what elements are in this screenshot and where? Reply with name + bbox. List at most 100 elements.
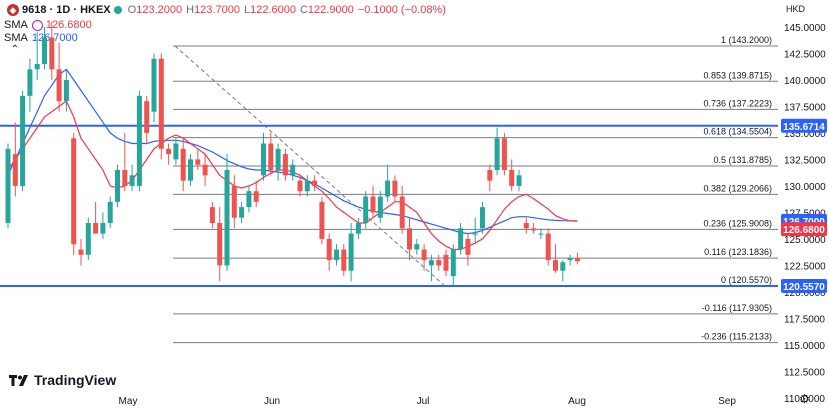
sma-fast-badge-bg bbox=[781, 222, 827, 237]
fib-level-label: -0.236 (115.2133) bbox=[701, 332, 772, 342]
candle-body bbox=[436, 260, 442, 266]
candle-body bbox=[27, 69, 33, 96]
candle-body bbox=[516, 175, 522, 186]
candle-body bbox=[385, 180, 391, 197]
sma-settings-icon[interactable] bbox=[31, 19, 43, 31]
candle-body bbox=[312, 180, 318, 186]
sma-legend-fast[interactable]: SMA 126.6800 bbox=[4, 19, 92, 31]
candle-body bbox=[465, 238, 471, 255]
candle-body bbox=[370, 196, 376, 213]
candle-body bbox=[553, 260, 558, 271]
candle-body bbox=[5, 148, 11, 224]
fib-level-label: 0.236 (125.9008) bbox=[703, 218, 772, 228]
symbol-logo-icon: ◆ bbox=[7, 4, 19, 16]
y-tick-label: 145.0000 bbox=[784, 23, 826, 34]
candle-body bbox=[85, 223, 91, 255]
y-tick-label: 115.0000 bbox=[784, 341, 825, 352]
candle-body bbox=[224, 170, 230, 266]
candle-body bbox=[100, 223, 106, 234]
candle-body bbox=[261, 143, 266, 176]
symbol-title[interactable]: 9618 · 1D · HKEX bbox=[22, 4, 111, 16]
candle-body bbox=[407, 228, 412, 250]
candle-body bbox=[78, 249, 84, 255]
y-tick-label: 120.0000 bbox=[784, 288, 826, 299]
candle-body bbox=[136, 95, 142, 186]
candle-body bbox=[42, 37, 47, 65]
currency-label[interactable]: HKD bbox=[786, 4, 806, 14]
candle-body bbox=[450, 249, 456, 277]
candle-body bbox=[458, 228, 464, 250]
fib-level-label: 1 (143.2000) bbox=[721, 35, 772, 45]
gear-icon[interactable]: ⚙ bbox=[799, 392, 810, 406]
candle-body bbox=[377, 196, 383, 218]
candle-body bbox=[392, 180, 398, 197]
y-tick-label: 132.5000 bbox=[784, 155, 826, 166]
hline-price-badge: 135.6714 bbox=[783, 122, 825, 133]
close-value: 122.9000 bbox=[307, 4, 354, 16]
fib-level-label: 0.116 (123.1836) bbox=[704, 247, 772, 257]
y-tick-label: 130.0000 bbox=[784, 182, 826, 193]
candle-body bbox=[421, 249, 427, 261]
candle-body bbox=[472, 233, 478, 235]
candle-body bbox=[509, 170, 515, 186]
candle-body bbox=[166, 148, 172, 155]
candle-body bbox=[202, 164, 208, 176]
candle-body bbox=[282, 154, 288, 176]
market-status-icon bbox=[113, 6, 122, 14]
high-label: H bbox=[186, 4, 195, 16]
fib-level-label: 0.736 (137.2223) bbox=[703, 98, 772, 108]
candle-body bbox=[253, 191, 259, 202]
candle-body bbox=[144, 101, 150, 133]
candle-body bbox=[180, 148, 186, 181]
x-tick-label: Sep bbox=[718, 396, 736, 407]
tradingview-logo-icon bbox=[9, 375, 28, 386]
candle-body bbox=[188, 159, 193, 181]
candle-body bbox=[93, 223, 99, 234]
candle-body bbox=[12, 154, 18, 186]
candle-body bbox=[326, 238, 332, 261]
tradingview-logo-text: TradingView bbox=[34, 372, 117, 388]
y-tick-label: 110.0000 bbox=[784, 394, 825, 405]
y-tick-label: 122.5000 bbox=[784, 261, 826, 272]
candle-body bbox=[217, 223, 223, 266]
candle-body bbox=[501, 138, 507, 171]
candle-body bbox=[545, 233, 551, 261]
y-tick-label: 140.0000 bbox=[784, 76, 826, 87]
candle-body bbox=[494, 138, 500, 171]
candle-body bbox=[319, 201, 325, 239]
fib-trend-line bbox=[174, 45, 446, 287]
candle-body bbox=[348, 233, 354, 271]
hline-price-badge: 120.5570 bbox=[783, 282, 825, 293]
candle-body bbox=[428, 260, 434, 266]
candle-body bbox=[231, 185, 237, 218]
candle-body bbox=[71, 138, 77, 245]
candle-body bbox=[63, 79, 69, 102]
candle-body bbox=[574, 258, 580, 262]
y-tick-label: 135.0000 bbox=[784, 129, 826, 140]
y-tick-label: 125.0000 bbox=[784, 235, 826, 246]
candle-body bbox=[399, 196, 405, 229]
y-tick-label: 112.5000 bbox=[784, 367, 825, 378]
sma-fast-label: SMA bbox=[4, 19, 28, 31]
sma-slow-line bbox=[7, 68, 578, 235]
sma-slow-label: SMA bbox=[4, 32, 28, 44]
hline-price-badge-bg bbox=[781, 118, 827, 133]
close-label: C bbox=[299, 4, 308, 16]
candle-body bbox=[363, 196, 369, 224]
candle-body bbox=[341, 249, 347, 271]
chart-legend-main: ◆ 9618 · 1D · HKEX O 123.2000 H 123.7000 L… bbox=[4, 4, 446, 16]
candle-body bbox=[122, 170, 128, 186]
candle-body bbox=[567, 258, 573, 261]
candle-body bbox=[20, 95, 26, 186]
candle-body bbox=[56, 69, 62, 102]
hline-price-badge-bg bbox=[781, 279, 827, 294]
tradingview-logo[interactable]: TradingView bbox=[8, 372, 116, 388]
candle-body bbox=[129, 175, 135, 186]
candle-body bbox=[414, 244, 420, 250]
x-tick-label: Aug bbox=[568, 396, 586, 407]
collapse-legend-icon[interactable]: ⌃ bbox=[10, 44, 20, 55]
candle-body bbox=[151, 58, 157, 112]
candle-body bbox=[297, 180, 303, 192]
candle-body bbox=[115, 170, 120, 202]
